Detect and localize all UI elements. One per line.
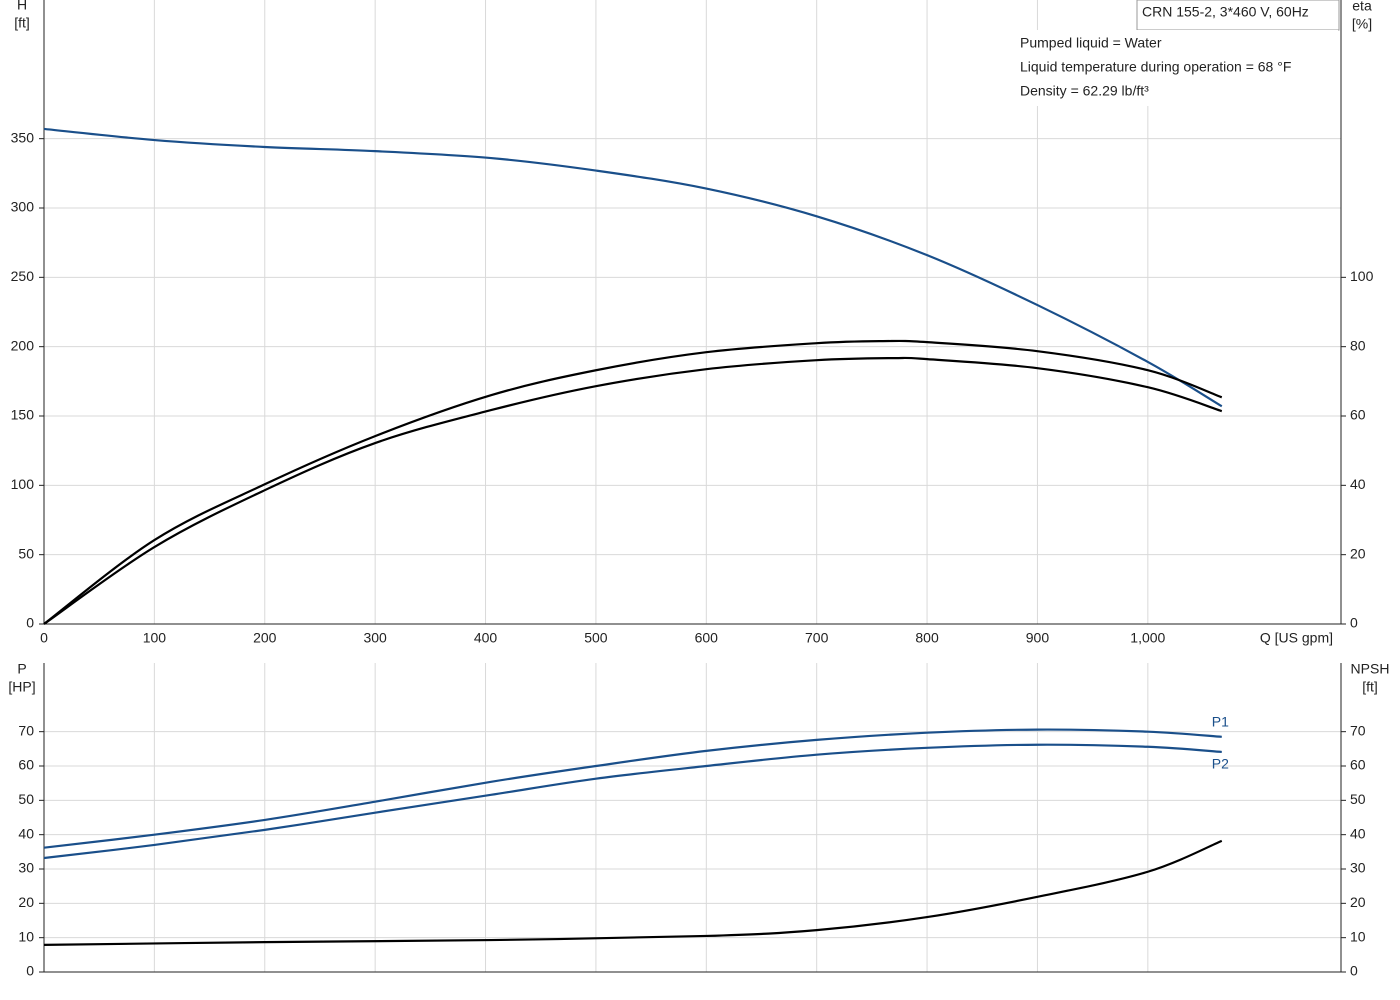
series-line — [43, 127, 1223, 408]
y2-tick-label: 100 — [1350, 268, 1374, 284]
y-tick-label: 350 — [11, 129, 35, 145]
y-tick-label: 0 — [26, 963, 34, 979]
y-tick-label: 10 — [18, 928, 34, 944]
series-label: P1 — [1212, 714, 1229, 730]
info-box — [1136, 0, 1340, 31]
y-axis-label: [HP] — [8, 679, 35, 695]
y2-axis-label: eta — [1352, 0, 1372, 14]
y-tick-label: 50 — [18, 545, 34, 561]
y2-tick-label: 50 — [1350, 791, 1366, 807]
y-tick-label: 250 — [11, 268, 35, 284]
y2-tick-label: 20 — [1350, 894, 1366, 910]
x-tick-label: 0 — [40, 630, 48, 646]
x-tick-label: 1,000 — [1130, 630, 1165, 646]
y-tick-label: 50 — [18, 791, 34, 807]
x-tick-label: 100 — [143, 630, 167, 646]
y-tick-label: 300 — [11, 199, 35, 215]
info-line: Liquid temperature during operation = 68… — [1020, 59, 1291, 75]
y-axis-label: P — [17, 661, 26, 677]
x-tick-label: 500 — [584, 630, 608, 646]
y2-tick-label: 40 — [1350, 825, 1366, 841]
y2-tick-label: 40 — [1350, 476, 1366, 492]
y-tick-label: 100 — [11, 476, 35, 492]
series-line — [43, 339, 1223, 625]
y2-tick-label: 0 — [1350, 615, 1358, 631]
series-line — [43, 839, 1223, 946]
series-line — [43, 743, 1222, 860]
y-tick-label: 40 — [18, 825, 34, 841]
model-title: CRN 155-2, 3*460 V, 60Hz — [1142, 4, 1309, 20]
y2-tick-label: 70 — [1350, 722, 1366, 738]
series-line — [43, 356, 1223, 625]
plot-layer: 0 100 200 300 400 500 600 700 800 900 1,0000501001… — [8, 0, 1389, 979]
series-label: P2 — [1212, 756, 1229, 772]
y-tick-label: 30 — [18, 860, 34, 876]
y2-tick-label: 0 — [1350, 963, 1358, 979]
y-axis-label: H — [17, 0, 27, 13]
y2-axis-label: NPSH — [1351, 661, 1390, 677]
y-tick-label: 0 — [26, 615, 34, 631]
info-line: Density = 62.29 lb/ft³ — [1020, 83, 1149, 99]
y-axis-label: [ft] — [14, 15, 30, 31]
y2-tick-label: 10 — [1350, 928, 1366, 944]
y2-tick-label: 20 — [1350, 545, 1366, 561]
y-tick-label: 200 — [11, 337, 35, 353]
x-tick-label: 900 — [1026, 630, 1050, 646]
y2-tick-label: 60 — [1350, 757, 1366, 773]
y2-axis-label: [%] — [1352, 16, 1372, 32]
x-tick-label: 700 — [805, 630, 829, 646]
y-tick-label: 70 — [18, 722, 34, 738]
info-line: Pumped liquid = Water — [1020, 35, 1162, 51]
x-tick-label: 200 — [253, 630, 277, 646]
x-tick-label: 400 — [474, 630, 498, 646]
y-tick-label: 20 — [18, 894, 34, 910]
y2-tick-label: 80 — [1350, 337, 1366, 353]
info-bg — [1012, 30, 1338, 106]
y2-tick-label: 60 — [1350, 407, 1366, 423]
series-line — [43, 728, 1222, 849]
y2-tick-label: 30 — [1350, 860, 1366, 876]
y-tick-label: 60 — [18, 757, 34, 773]
x-axis-label: Q [US gpm] — [1260, 630, 1333, 646]
x-tick-label: 300 — [363, 630, 387, 646]
y2-axis-label: [ft] — [1362, 679, 1378, 695]
x-tick-label: 800 — [915, 630, 939, 646]
x-tick-label: 600 — [695, 630, 719, 646]
y-tick-label: 150 — [11, 407, 35, 423]
